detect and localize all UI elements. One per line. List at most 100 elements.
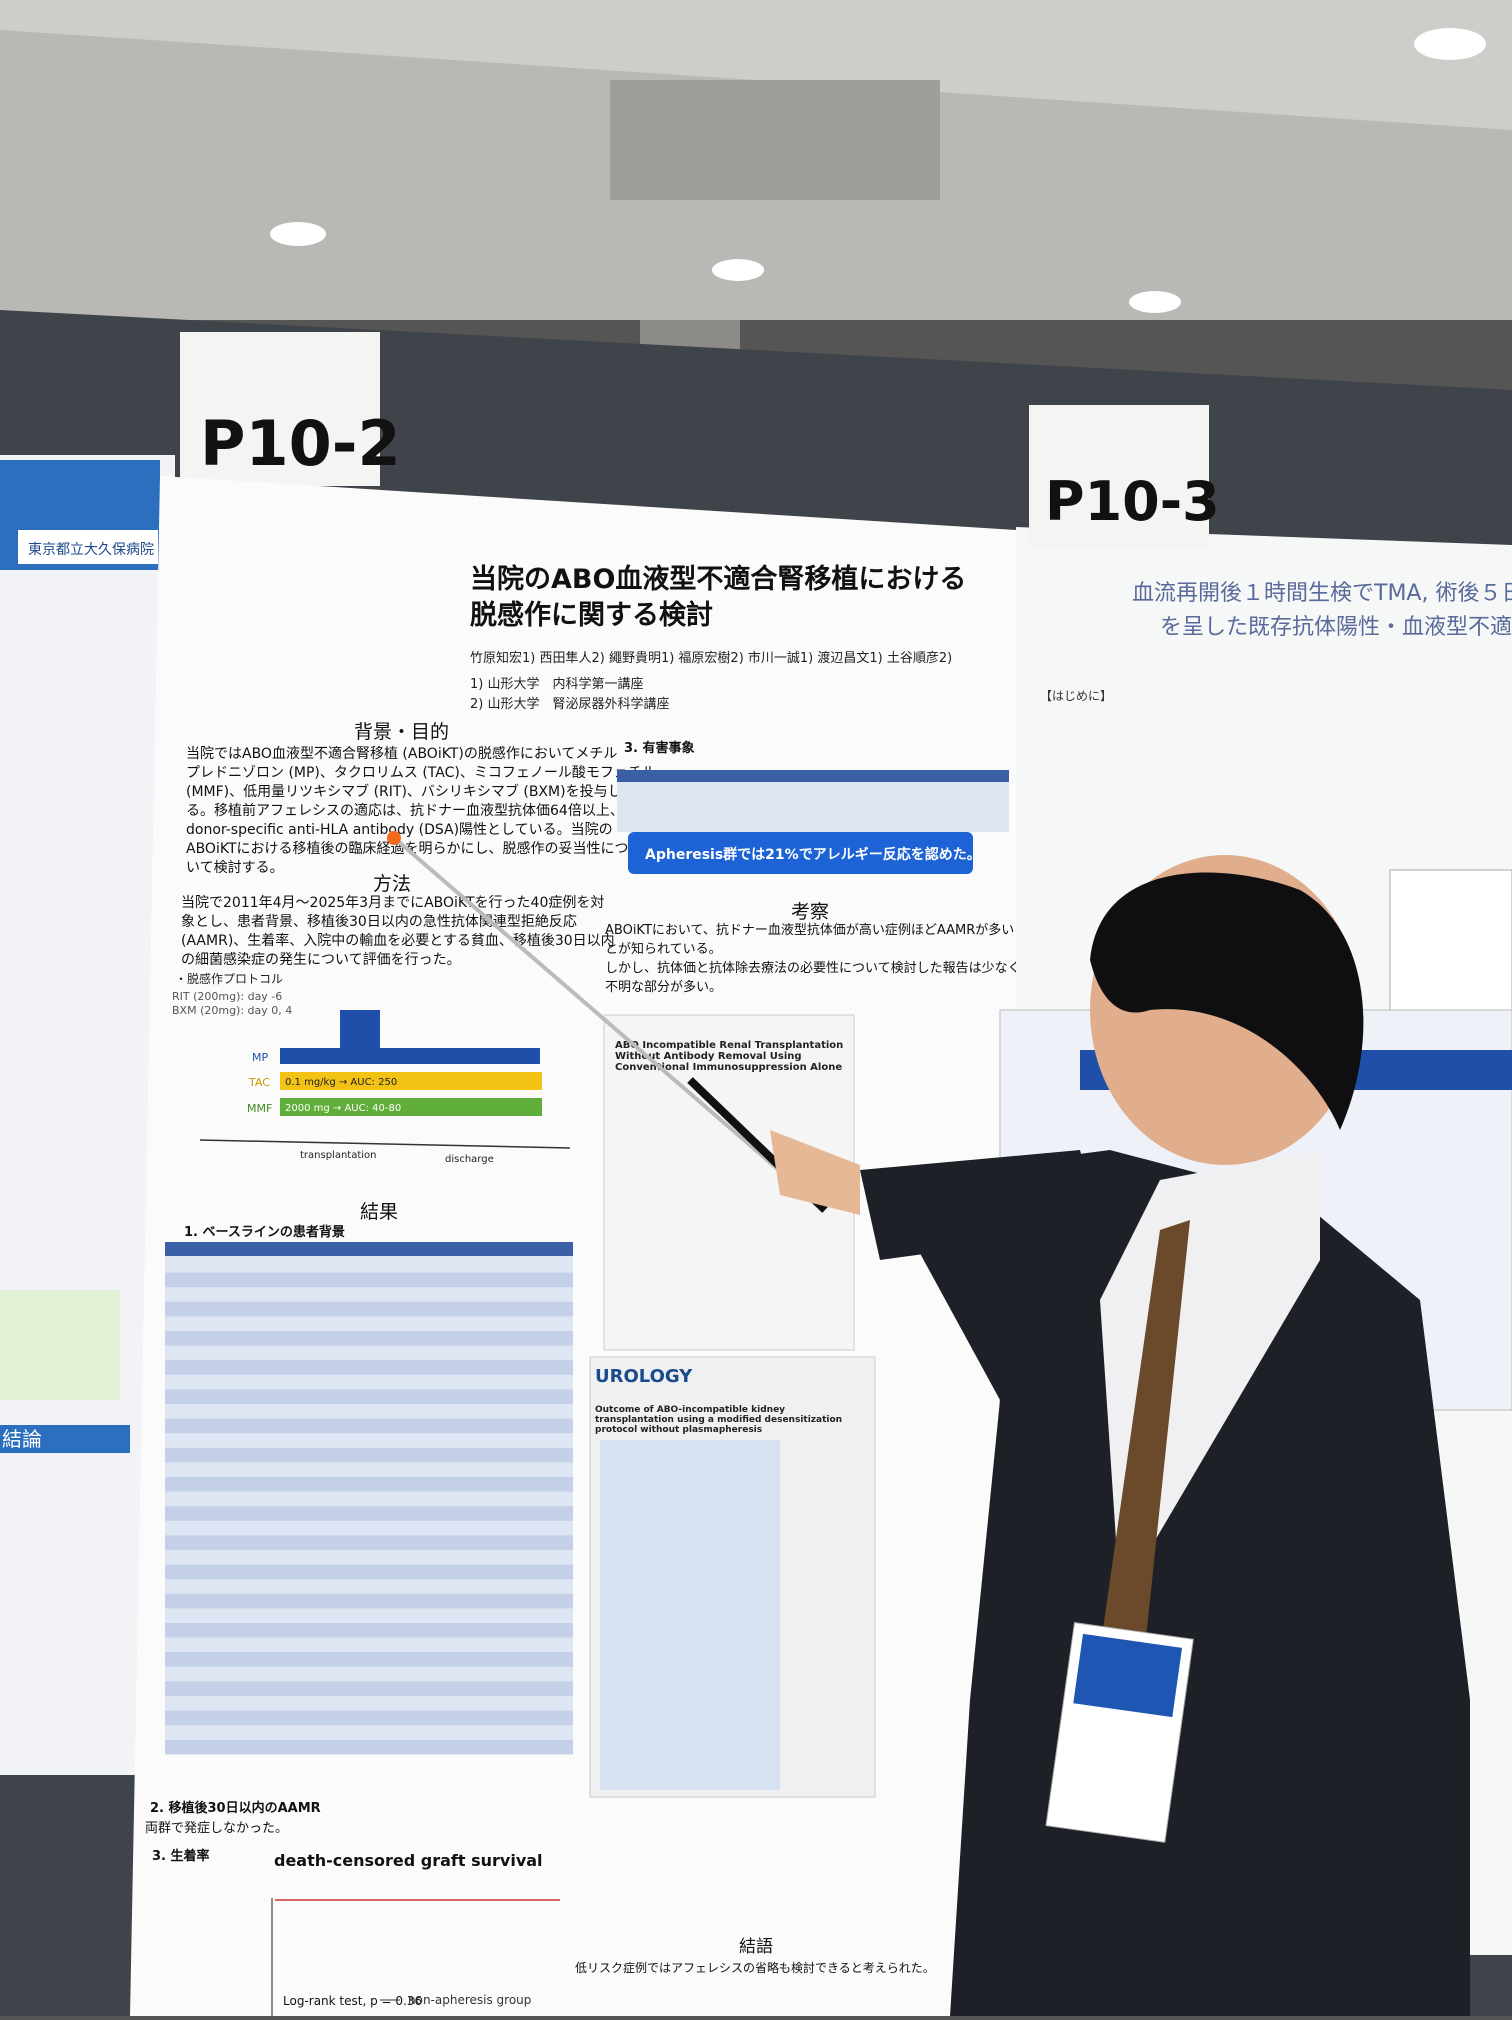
logo-box (18, 530, 158, 564)
left-table (0, 1290, 120, 1400)
text-line: とが知られている。 (605, 941, 722, 957)
title-line: 脱感作に関する検討 (470, 599, 713, 631)
text-line: しかし、抗体価と抗体除去療法の必要性について検討した報告は少なく、 (605, 960, 1034, 976)
protocol-label: ・脱感作プロトコル (175, 971, 283, 986)
light (1129, 291, 1181, 313)
protocol-rit: RIT (200mg): day -6 (172, 990, 282, 1003)
light (1414, 28, 1486, 60)
table-stripe (165, 1506, 573, 1521)
affiliation: 2) 山形大学 腎泌尿器外科学講座 (470, 696, 669, 712)
timeline-label: transplantation (300, 1150, 377, 1161)
tac-text: 0.1 mg/kg → AUC: 250 (285, 1077, 397, 1088)
text-line: 当院ではABO血液型不適合腎移植 (ABOiKT)の脱感作においてメチル (186, 745, 617, 762)
text-line: ABOiKTにおいて、抗ドナー血液型抗体価が高い症例ほどAAMRが多いこ (605, 922, 1027, 938)
timeline (199, 1139, 571, 1149)
intro: 【はじめに】 (1040, 689, 1112, 703)
background-text: 当院ではABO血液型不適合腎移植 (ABOiKT)の脱感作においてメチルプレドニ… (186, 745, 656, 876)
text-line: donor-specific anti-HLA antibody (DSA)陽性… (186, 822, 613, 838)
figure (1389, 869, 1512, 1011)
vent (610, 80, 940, 200)
table-stripe (165, 1710, 573, 1726)
left-heading: 結論 (2, 1427, 42, 1451)
table-stripe (165, 1564, 573, 1580)
urology-title: Outcome of ABO-incompatible kidney trans… (595, 1405, 843, 1435)
table-rows (165, 1272, 573, 1755)
text-line: の細菌感染症の発生について評価を行った。 (181, 951, 461, 968)
sleeve (860, 1150, 1100, 1260)
ceiling-panel (0, 0, 1512, 130)
text-line: 当院で2011年4月～2025年3月までにABOiKTを行った40症例を対 (181, 895, 604, 911)
title-line: 当院のABO血液型不適合腎移植における (470, 563, 966, 595)
baseline-table (165, 1242, 573, 1754)
table-header (617, 770, 1009, 782)
text-line: 不明な部分が多い。 (605, 979, 722, 995)
legend-label: non-apheresis group (408, 1993, 531, 2007)
table-stripe (165, 1623, 573, 1638)
paper-title-box: ABO Incompatible Renal Transplantation W… (615, 1040, 844, 1073)
table-stripe (165, 1593, 573, 1609)
table-stripe (165, 1331, 573, 1346)
text-line: (AAMR)、生着率、入院中の輸血を必要とする貧血、移植後30日以内 (181, 932, 615, 949)
hospital: 東京都立大久保病院 (28, 542, 154, 558)
mmf-text: 2000 mg → AUC: 40-80 (285, 1103, 401, 1114)
pointer (390, 834, 827, 1212)
table-stripe (165, 1447, 573, 1463)
subheading: 3. 生着率 (152, 1848, 210, 1864)
poster-number: P10-3 (1045, 470, 1220, 533)
mp-bar (280, 1048, 540, 1064)
table-stripe (165, 1389, 573, 1404)
chart-title: death-censored graft survival (274, 1851, 543, 1870)
table-stripe (165, 1272, 573, 1288)
table-header (165, 1242, 573, 1256)
left-heading-bar (0, 1425, 130, 1453)
text-line: (MMF)、低用量リツキシマブ (RIT)、バシリキシマブ (BXM)を投与して… (186, 783, 649, 800)
suit (880, 1150, 1470, 2016)
number-card (1029, 405, 1209, 547)
light (270, 222, 326, 246)
table-stripe (165, 1360, 573, 1375)
aamr-text: 両群で発症しなかった。 (145, 1821, 288, 1836)
section-heading: 結語 (739, 1937, 773, 1957)
hand (770, 1130, 860, 1215)
title-line: を呈した既存抗体陽性・血液型不適合 (1160, 615, 1512, 640)
journal: UROLOGY (595, 1366, 693, 1387)
table-stripe (165, 1739, 573, 1755)
urology-table (600, 1440, 780, 1790)
table-stripe (165, 1652, 573, 1667)
poster-number: P10-2 (200, 407, 401, 480)
subheading: 3. 有害事象 (624, 740, 695, 756)
authors: 竹原知宏1) 西田隼人2) 繩野貴明1) 福原宏樹2) 市川一誠1) 渡辺昌文1… (470, 650, 952, 666)
conclusion-text: 低リスク症例ではアフェレシスの省略も検討できると考えられた。 (575, 1960, 935, 1975)
bar-label: TAC (248, 1076, 270, 1089)
mmf-bar (280, 1098, 542, 1116)
subheading: 2. 移植後30日以内のAAMR (150, 1800, 321, 1816)
table-stripe (165, 1681, 573, 1696)
table-stripe (165, 1418, 573, 1434)
text-line: る。移植前アフェレシスの適応は、抗ドナー血液型抗体価64倍以上、 (186, 802, 624, 819)
pointer-tip (387, 831, 401, 845)
hair (1090, 872, 1364, 1130)
badge-banner (1073, 1633, 1183, 1718)
logrank: Log-rank test, p = 0.36 (283, 1994, 422, 2008)
number-card (180, 332, 380, 486)
text-line: プレドニゾロン (MP)、タクロリムス (TAC)、ミコフェノール酸モフェチル (186, 765, 656, 781)
section-heading: 方法 (373, 873, 411, 895)
paper-title: ABO Incompatible Renal Transplantation W… (615, 1040, 844, 1073)
protocol-bxm: BXM (20mg): day 0, 4 (172, 1004, 292, 1017)
text-line: いて検討する。 (186, 860, 284, 876)
banner (628, 832, 973, 874)
urology-title-box: Outcome of ABO-incompatible kidney trans… (595, 1405, 843, 1435)
table-stripe (165, 1301, 573, 1317)
timeline-label: discharge (445, 1154, 494, 1165)
table-stripe (165, 1477, 573, 1492)
light (712, 259, 764, 281)
title-line: 血流再開後１時間生検でTMA, 術後５日 (1132, 581, 1512, 606)
subheading: 1. ベースラインの患者背景 (184, 1224, 345, 1240)
section-heading: 考察 (791, 901, 829, 923)
bar-label: MMF (247, 1102, 272, 1115)
section-heading: 結果 (360, 1201, 398, 1223)
text-line: 象とし、患者背景、移植後30日以内の急性抗体関連型拒絶反応 (181, 914, 577, 930)
affiliation: 1) 山形大学 内科学第一講座 (470, 676, 643, 692)
